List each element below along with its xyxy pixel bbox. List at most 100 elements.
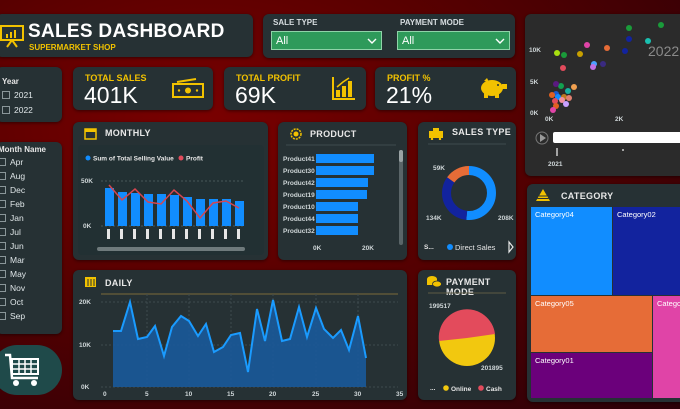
- payment-mode-chart-card: PAYMENT MODE 199517 201895 ... Online Ca…: [418, 270, 516, 400]
- checkbox[interactable]: [0, 186, 6, 194]
- cart-button[interactable]: [0, 345, 62, 395]
- year-overlay: 2022: [648, 43, 679, 59]
- scatter-play-chart[interactable]: 2022 10K 5K 0K 0K 2K 2021: [525, 14, 680, 176]
- kpi-label: TOTAL PROFIT: [236, 73, 301, 83]
- category-treemap-card: CATEGORY Category04 Category02 Category0…: [527, 184, 680, 402]
- sales-type-donut-chart[interactable]: 59K 134K 208K S... Direct Sales: [418, 122, 516, 260]
- svg-text:134K: 134K: [426, 215, 442, 222]
- svg-text:0K: 0K: [81, 384, 90, 391]
- treemap-tile[interactable]: Category05: [531, 296, 652, 352]
- svg-text:...: ...: [430, 385, 436, 392]
- sale-type-value: All: [276, 34, 289, 47]
- checkbox[interactable]: [0, 228, 6, 236]
- legend-item: Sum of Total Selling Value: [93, 156, 174, 163]
- daily-area-chart[interactable]: 20K 10K 0K 0 5 10 15 20 25 30 35: [73, 270, 407, 400]
- kpi-label: PROFIT %: [387, 73, 431, 83]
- svg-text:Product44: Product44: [283, 216, 315, 223]
- payment-mode-pie-chart[interactable]: 199517 201895 ... Online Cash: [418, 270, 516, 400]
- category-title: CATEGORY: [561, 191, 614, 201]
- treemap-tile[interactable]: Category04: [531, 207, 612, 295]
- svg-text:5: 5: [145, 391, 149, 398]
- svg-text:5K: 5K: [530, 79, 539, 86]
- svg-text:10: 10: [185, 391, 193, 398]
- play-axis-start: 2021: [548, 161, 563, 168]
- month-option[interactable]: Sep: [0, 311, 25, 321]
- page-subtitle: SUPERMARKET SHOP: [29, 43, 116, 52]
- month-option[interactable]: Apr: [0, 157, 23, 167]
- monthly-combo-chart[interactable]: Sum of Total Selling Value Profit 50K 0K: [73, 122, 268, 260]
- checkbox[interactable]: [2, 91, 10, 99]
- checkbox[interactable]: [2, 106, 10, 114]
- svg-text:Online: Online: [451, 386, 472, 393]
- month-slicer-title: Month Name: [0, 145, 46, 154]
- checkbox[interactable]: [0, 158, 6, 166]
- checkbox[interactable]: [0, 242, 6, 250]
- kpi-value: 401K: [84, 82, 138, 108]
- svg-text:25: 25: [312, 391, 320, 398]
- kpi-value: 21%: [386, 82, 433, 108]
- svg-text:59K: 59K: [433, 165, 445, 172]
- shopping-cart-icon: [4, 352, 42, 393]
- product-gear-icon: [290, 127, 302, 145]
- checkbox[interactable]: [0, 172, 6, 180]
- svg-text:0K: 0K: [545, 116, 554, 123]
- year-option-2021[interactable]: 2021: [2, 90, 33, 100]
- checkbox[interactable]: [0, 256, 6, 264]
- treemap-tile[interactable]: Category02: [613, 207, 680, 295]
- checkbox[interactable]: [0, 284, 6, 292]
- svg-text:30: 30: [354, 391, 362, 398]
- title-card: SALES DASHBOARD SUPERMARKET SHOP: [0, 14, 253, 57]
- month-option[interactable]: Aug: [0, 171, 25, 181]
- svg-text:Product30: Product30: [283, 168, 315, 175]
- checkbox[interactable]: [0, 270, 6, 278]
- checkbox[interactable]: [0, 298, 6, 306]
- sale-type-dropdown[interactable]: All: [271, 31, 382, 50]
- monthly-chart-card: MONTHLY Sum of Total Selling Value Profi…: [73, 122, 268, 260]
- payment-mode-dropdown[interactable]: All: [397, 31, 510, 50]
- money-icon: [172, 78, 204, 103]
- month-option[interactable]: Oct: [0, 297, 23, 307]
- product-bar-chart[interactable]: Product41 Product30 Product42 Product19 …: [278, 122, 407, 260]
- play-axis-slider: [553, 132, 680, 143]
- checkbox[interactable]: [0, 214, 6, 222]
- legend-item: Profit: [186, 156, 204, 163]
- month-option[interactable]: May: [0, 269, 26, 279]
- month-option[interactable]: Nov: [0, 283, 25, 293]
- play-icon: [540, 134, 546, 142]
- checkbox[interactable]: [0, 200, 6, 208]
- bar-chart-icon: [332, 76, 356, 105]
- svg-text:2K: 2K: [615, 116, 624, 123]
- year-option-2022[interactable]: 2022: [2, 105, 33, 115]
- month-option[interactable]: Mar: [0, 255, 25, 265]
- month-option[interactable]: Jul: [0, 227, 21, 237]
- svg-text:50K: 50K: [81, 178, 93, 185]
- svg-text:Product42: Product42: [283, 180, 315, 187]
- page-title: SALES DASHBOARD: [28, 21, 225, 42]
- svg-text:208K: 208K: [498, 215, 514, 222]
- legend-next-arrow-icon: [508, 240, 514, 254]
- svg-text:0K: 0K: [83, 223, 92, 230]
- svg-text:0: 0: [103, 391, 107, 398]
- svg-text:Product32: Product32: [283, 228, 315, 235]
- treemap-tile[interactable]: Category03: [653, 296, 680, 398]
- online-value-label: 201895: [481, 365, 503, 372]
- play-button: [535, 131, 549, 145]
- svg-text:15: 15: [227, 391, 235, 398]
- svg-text:10K: 10K: [529, 47, 541, 54]
- product-chart-card: PRODUCT Product41 Product30 Product42 Pr…: [278, 122, 407, 260]
- treemap-tile[interactable]: Category01: [531, 353, 652, 398]
- month-option[interactable]: Jan: [0, 213, 24, 223]
- month-option[interactable]: Dec: [0, 185, 25, 195]
- svg-text:20: 20: [269, 391, 277, 398]
- sale-type-label: SALE TYPE: [273, 18, 318, 27]
- sales-type-title: SALES TYPE: [452, 127, 512, 137]
- chevron-down-icon: [367, 35, 377, 47]
- filters-card: SALE TYPE All PAYMENT MODE All: [263, 14, 515, 58]
- month-option[interactable]: Jun: [0, 241, 24, 251]
- svg-text:Direct Sales: Direct Sales: [455, 243, 496, 252]
- checkbox[interactable]: [0, 312, 6, 320]
- kpi-total-profit: TOTAL PROFIT 69K: [224, 67, 366, 110]
- month-option[interactable]: Feb: [0, 199, 25, 209]
- chevron-down-icon: [495, 35, 505, 47]
- calendar-icon: [84, 127, 97, 145]
